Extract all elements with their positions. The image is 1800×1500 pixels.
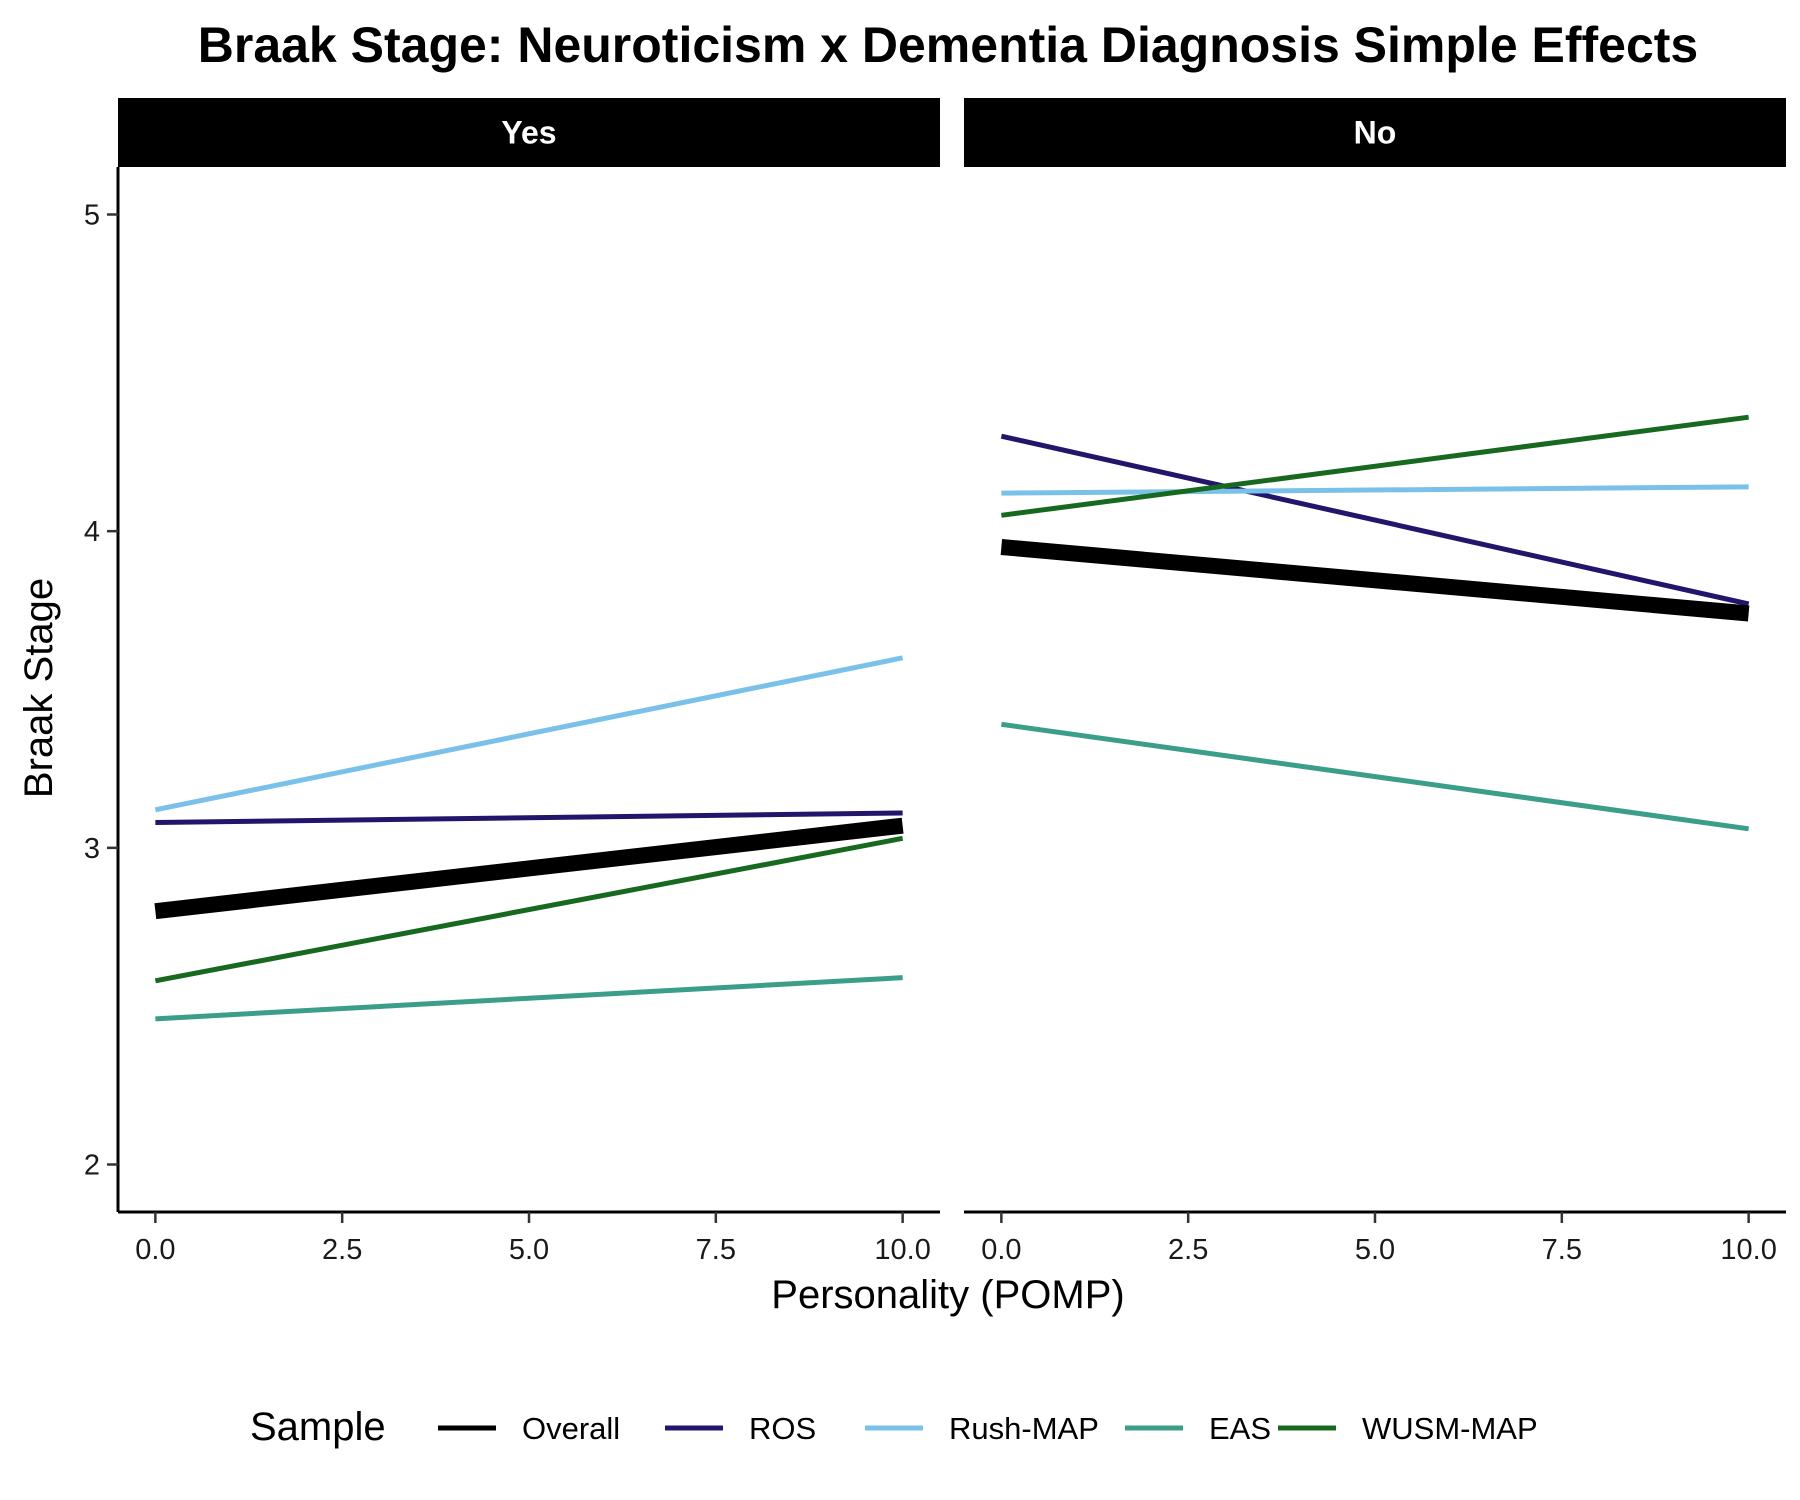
legend-label-wusm-map: WUSM-MAP xyxy=(1362,1411,1538,1446)
strip-label-no: No xyxy=(1354,115,1397,151)
x-tick-label-no: 0.0 xyxy=(981,1234,1021,1266)
series-line-ros-yes xyxy=(155,810,903,825)
legend-label-overall: Overall xyxy=(522,1411,620,1446)
series-line-overall-yes xyxy=(154,817,904,920)
x-tick-label-yes: 5.0 xyxy=(509,1234,549,1266)
y-tick-label: 2 xyxy=(84,1150,100,1182)
x-tick-label-no: 2.5 xyxy=(1168,1234,1208,1266)
series-line-wusm-map-yes xyxy=(154,835,904,984)
legend-label-ros: ROS xyxy=(749,1411,816,1446)
series-line-ros-no xyxy=(1000,433,1750,607)
x-tick-label-no: 10.0 xyxy=(1720,1234,1776,1266)
legend-label-eas: EAS xyxy=(1209,1411,1271,1446)
y-tick-label: 5 xyxy=(84,200,100,232)
chart-title: Braak Stage: Neuroticism x Dementia Diag… xyxy=(198,17,1699,73)
series-line-eas-no xyxy=(1001,721,1749,832)
x-tick-label-yes: 7.5 xyxy=(696,1234,736,1266)
x-tick-label-no: 5.0 xyxy=(1355,1234,1395,1266)
panel-yes: Yes 0.0 2.5 5.0 7.5 10.0 2 3 4 5 xyxy=(84,98,940,1266)
y-tick-label: 3 xyxy=(84,833,100,865)
series-line-rush-map-no xyxy=(1001,484,1749,496)
series-line-overall-no xyxy=(1000,539,1750,622)
x-tick-label-no: 7.5 xyxy=(1542,1234,1582,1266)
strip-yes xyxy=(118,98,940,167)
x-axis-title: Personality (POMP) xyxy=(771,1273,1124,1317)
x-tick-label-yes: 10.0 xyxy=(874,1234,930,1266)
legend: Sample Overall ROS Rush-MAP EAS WUSM-MAP xyxy=(250,1405,1538,1449)
x-tick-label-yes: 2.5 xyxy=(322,1234,362,1266)
series-line-wusm-map-no xyxy=(1001,414,1749,518)
legend-label-rush-map: Rush-MAP xyxy=(949,1411,1099,1446)
x-tick-label-yes: 0.0 xyxy=(135,1234,175,1266)
series-line-rush-map-yes xyxy=(154,655,904,813)
panel-no: No 0.0 2.5 5.0 7.5 10.0 xyxy=(964,98,1786,1266)
y-tick-label: 4 xyxy=(84,516,100,548)
strip-no xyxy=(964,98,1786,167)
y-axis-title: Braak Stage xyxy=(17,578,61,798)
legend-title: Sample xyxy=(250,1405,386,1449)
panels: Yes 0.0 2.5 5.0 7.5 10.0 2 3 4 5 No 0.0 2.5 5.0 7.5 10.… xyxy=(84,98,1786,1266)
series-line-eas-yes xyxy=(155,975,903,1022)
strip-label-yes: Yes xyxy=(501,115,556,151)
